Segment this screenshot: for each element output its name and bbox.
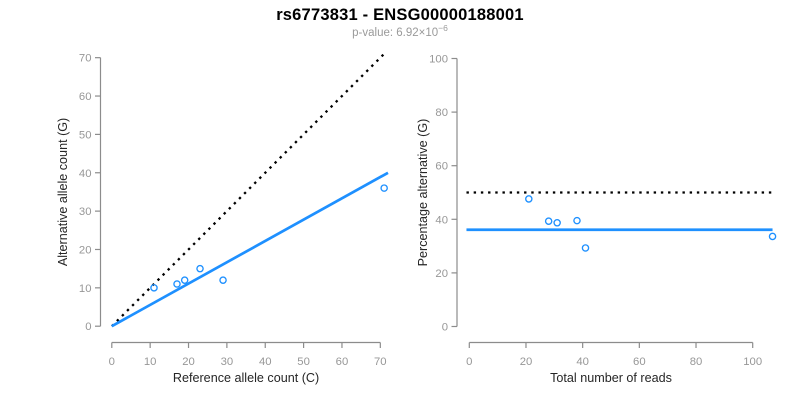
data-point <box>525 195 533 203</box>
y-tick-label: 100 <box>429 54 448 66</box>
y-tick-label: 30 <box>79 206 92 218</box>
data-point <box>768 232 777 241</box>
x-axis-title: Total number of reads <box>550 371 672 385</box>
data-point <box>581 244 590 252</box>
x-tick-label: 40 <box>259 356 272 368</box>
x-tick-label: 60 <box>633 356 646 368</box>
x-tick-label: 80 <box>690 356 703 368</box>
y-axis-title: Percentage alternative (G) <box>416 119 430 267</box>
x-tick-label: 70 <box>374 356 387 368</box>
y-tick-label: 70 <box>79 53 92 65</box>
x-tick-label: 30 <box>221 356 234 368</box>
y-tick-label: 20 <box>435 268 448 280</box>
x-tick-label: 0 <box>466 356 472 368</box>
y-tick-label: 0 <box>442 322 448 334</box>
y-tick-label: 40 <box>79 168 92 180</box>
y-tick-label: 40 <box>435 214 448 226</box>
allele-count-scatter: 0 10 20 30 40 50 60 70 0 10 20 30 40 50 60 70 Reference … <box>56 53 389 385</box>
x-tick-label: 100 <box>743 356 762 368</box>
regression-line <box>111 171 389 328</box>
x-tick-label: 50 <box>297 356 310 368</box>
y-tick-label: 60 <box>435 161 448 173</box>
plot-subtitle: p-value: 6.92×10−6 <box>0 24 800 39</box>
pvalue-exponent: −6 <box>438 23 448 34</box>
x-tick-label: 40 <box>576 356 589 368</box>
pvalue-text: p-value: 6.92×10 <box>352 27 439 39</box>
x-tick-label: 60 <box>336 356 349 368</box>
y-tick-label: 50 <box>79 129 92 141</box>
percentage-scatter: 0 20 40 60 80 100 0 20 40 60 80 100 Total number of … <box>416 54 777 385</box>
y-axis-title: Alternative allele count (G) <box>56 118 70 266</box>
data-point <box>196 264 204 273</box>
x-tick-label: 20 <box>520 356 533 368</box>
y-tick-label: 80 <box>435 107 448 119</box>
data-point <box>150 284 158 292</box>
x-tick-label: 20 <box>182 356 195 368</box>
data-point <box>380 184 388 192</box>
x-tick-label: 0 <box>109 356 115 368</box>
plot-title: rs6773831 - ENSG00000188001 <box>276 6 524 24</box>
y-tick-label: 0 <box>85 321 91 333</box>
y-tick-label: 20 <box>79 244 92 256</box>
data-point <box>544 217 553 225</box>
data-point <box>553 219 561 227</box>
data-point <box>173 280 181 288</box>
y-tick-label: 60 <box>79 91 92 103</box>
data-point <box>573 216 581 225</box>
data-point <box>180 276 189 284</box>
x-axis-title: Reference allele count (C) <box>173 371 319 385</box>
y-tick-label: 10 <box>79 283 92 295</box>
data-point <box>219 276 227 284</box>
x-tick-label: 10 <box>144 356 157 368</box>
